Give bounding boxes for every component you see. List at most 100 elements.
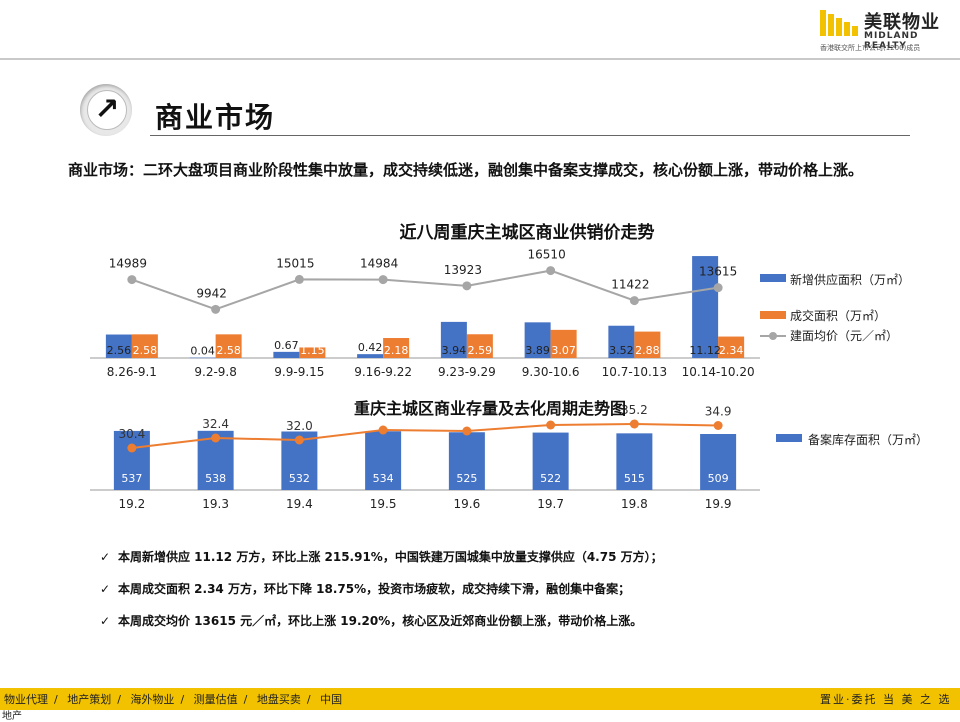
supply-bar-label: 3.52: [609, 344, 634, 357]
checkmark-icon: ✓: [100, 582, 111, 596]
summary-text: 商业市场：二环大盘项目商业阶段性集中放量，成交持续低迷，融创集中备案支撑成交，核…: [68, 161, 864, 179]
price-point: [294, 274, 304, 284]
supply-bar-label: 3.89: [525, 344, 550, 357]
legend-sales-label: 成交面积（万㎡）: [790, 308, 886, 323]
supply-bar-label: 0.67: [274, 339, 299, 352]
price-point: [546, 266, 556, 276]
price-label: 11422: [611, 278, 649, 292]
cycle-label: 34.9: [705, 405, 732, 419]
brand-name-cn: 美联物业: [864, 12, 940, 33]
sales-bar: [383, 338, 410, 358]
legend-sales-swatch: [760, 311, 786, 319]
x-tick-label: 9.23-9.29: [438, 365, 496, 379]
price-point: [378, 275, 388, 285]
sales-bar-label: 2.58: [216, 344, 241, 357]
sales-bar: [718, 336, 745, 358]
footer-nav-item[interactable]: 中国: [320, 693, 343, 706]
inventory-bar-label: 515: [624, 472, 645, 485]
sales-bar-label: 2.34: [719, 344, 744, 357]
brand-subline: 香港联交所上市公司(1200)成员: [820, 44, 921, 52]
bullet-text: 本周成交均价 13615 元／㎡，环比上涨 19.20%，核心区及近郊商业份额上…: [118, 614, 643, 628]
price-point: [462, 281, 472, 291]
cycle-point: [378, 425, 388, 435]
title-divider: [150, 135, 910, 136]
footer-slogan: 置业·委托 当 美 之 选: [820, 693, 952, 706]
sales-bar-label: 2.18: [384, 344, 409, 357]
sales-bar: [299, 347, 326, 358]
inventory-bar: [365, 431, 402, 490]
cycle-point: [127, 443, 137, 453]
sales-bar-label: 2.59: [468, 344, 493, 357]
supply-bar-label: 3.94: [442, 344, 467, 357]
inventory-bar-label: 525: [456, 472, 477, 485]
inventory-cycle-chart: 537 19.2 538 19.3 532 19.4 534 19.5 525 19.6 522 19…: [90, 399, 928, 511]
x-tick-label: 19.9: [705, 497, 732, 511]
checkmark-icon: ✓: [100, 614, 111, 628]
inventory-bar: [113, 430, 150, 490]
x-tick-label: 9.16-9.22: [354, 365, 412, 379]
cycle-label: 30.4: [119, 427, 146, 441]
brand-name-en: MIDLAND REALTY: [864, 31, 919, 51]
legend-price-label: 建面均价（元／㎡）: [790, 329, 898, 343]
x-tick-label: 9.2-9.8: [194, 365, 237, 379]
chart-title: 近八周重庆主城区商业供销价走势: [400, 222, 655, 243]
x-tick-label: 19.8: [621, 497, 648, 511]
supply-bar-label: 0.04: [190, 345, 215, 358]
checkmark-icon: ✓: [100, 550, 111, 564]
inventory-bar: [448, 432, 485, 490]
cycle-point: [713, 421, 723, 430]
supply-bar: [105, 334, 132, 358]
cycle-label: 35.2: [621, 403, 648, 417]
inventory-bar-label: 534: [373, 472, 394, 485]
top-divider: [0, 58, 960, 60]
bullet-text: 本周新增供应 11.12 万方，环比上涨 215.91%，中国铁建万国城集中放量…: [118, 550, 663, 564]
footer-nav-item[interactable]: 测量估值: [193, 693, 238, 706]
x-tick-label: 19.2: [119, 497, 146, 511]
price-line: [131, 269, 719, 311]
x-tick-label: 19.4: [286, 497, 313, 511]
price-label: 13615: [699, 265, 737, 279]
legend-price-marker: [769, 332, 777, 340]
x-tick-label: 19.5: [370, 497, 397, 511]
logo-bars-icon: [820, 10, 860, 36]
supply-bar: [357, 354, 384, 358]
price-label: 13923: [444, 263, 482, 277]
supply-bar: [440, 321, 467, 358]
footer-nav-item[interactable]: 物业代理: [4, 693, 48, 706]
x-tick-label: 9.30-10.6: [522, 365, 580, 379]
supply-bar: [189, 357, 216, 359]
sales-bar-label: 1.15: [300, 344, 325, 357]
cycle-point: [294, 435, 304, 445]
sales-bar: [634, 331, 661, 358]
price-point: [713, 283, 723, 293]
inventory-bar: [616, 433, 653, 490]
bullet-item: ✓ 本周成交面积 2.34 万方，环比下降 18.75%，投资市场疲软，成交持续下…: [100, 580, 630, 597]
bullet-item: ✓ 本周新增供应 11.12 万方，环比上涨 215.91%，中国铁建万国城集中放…: [100, 548, 663, 565]
price-point: [629, 296, 639, 306]
price-label: 14989: [109, 257, 147, 271]
x-tick-label: 19.3: [202, 497, 229, 511]
x-tick-label: 8.26-9.1: [107, 365, 157, 379]
footer-nav: 物业代理 / 地产策划 / 海外物业 / 测量估值 / 地盘买卖 / 中国: [4, 693, 343, 706]
sales-bar-label: 2.88: [635, 344, 660, 357]
bullet-text: 本周成交面积 2.34 万方，环比下降 18.75%，投资市场疲软，成交持续下滑…: [118, 582, 631, 596]
arrow-up-right-icon: ↗: [80, 84, 132, 136]
x-tick-label: 19.6: [454, 497, 481, 511]
cycle-point: [211, 433, 221, 443]
footer-nav-item[interactable]: 地产策划: [67, 693, 112, 706]
x-tick-label: 10.7-10.13: [602, 365, 667, 379]
legend-inventory-swatch: [776, 434, 802, 442]
inventory-bar-label: 537: [121, 472, 142, 485]
cycle-point: [546, 420, 556, 430]
inventory-bar-label: 522: [540, 472, 561, 485]
legend-inventory-label: 备案库存面积（万㎡）: [808, 432, 928, 447]
inventory-bar-label: 509: [708, 472, 729, 485]
price-label: 15015: [276, 256, 314, 270]
page-title: 商业市场: [155, 101, 276, 134]
inventory-bar: [700, 434, 737, 490]
footer-nav-item[interactable]: 地盘买卖: [256, 693, 301, 706]
sales-bar-label: 3.07: [551, 344, 576, 357]
footer-nav-item[interactable]: 海外物业: [130, 693, 175, 706]
